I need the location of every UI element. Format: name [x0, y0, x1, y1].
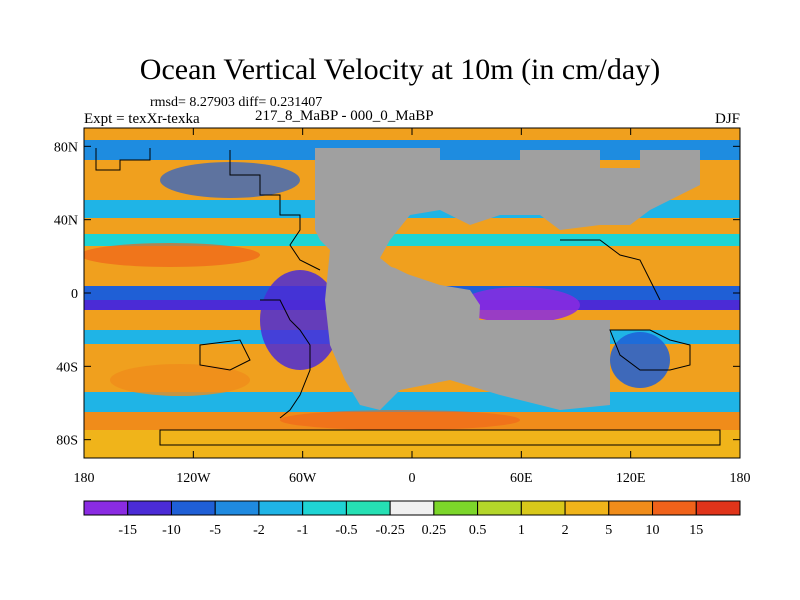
colorbar-swatch	[258, 500, 304, 516]
colorbar-swatch	[477, 500, 522, 516]
lon-tick-label: 120E	[616, 471, 646, 486]
colorbar-label: 2	[562, 523, 569, 538]
colorbar-label: -5	[209, 523, 221, 538]
map-field	[84, 128, 740, 458]
experiment-label: Expt = texXr-texka	[84, 111, 200, 127]
colorbar-swatch	[520, 500, 566, 516]
colorbar: -15 -10 -5 -2 -1 -0.5 -0.25 0.25 0.5 1 2 5 10 15	[83, 500, 741, 538]
stats-label: rmsd= 8.27903 diff= 0.231407	[150, 95, 323, 110]
colorbar-label: 1	[518, 523, 525, 538]
colorbar-label: -15	[118, 523, 137, 538]
lon-tick-label: 180	[730, 471, 751, 486]
lon-tick-label: 60W	[289, 471, 317, 486]
colorbar-swatch	[652, 500, 697, 516]
land-mass	[315, 148, 700, 350]
colorbar-label: 15	[689, 523, 703, 538]
lat-tick-label: 0	[71, 287, 78, 302]
colorbar-swatch	[170, 500, 216, 516]
colorbar-label: 0.5	[469, 523, 487, 538]
lat-axis: 80N 40N 0 40S 80S	[54, 140, 740, 449]
lat-tick-label: 40S	[56, 360, 78, 375]
map-title: Ocean Vertical Velocity at 10m (in cm/da…	[139, 53, 661, 86]
lat-tick-label: 80S	[56, 434, 78, 449]
colorbar-swatch	[83, 500, 129, 516]
lat-tick-label: 80N	[54, 140, 78, 155]
colorbar-label: -2	[253, 523, 265, 538]
colorbar-label: -0.5	[335, 523, 357, 538]
lat-tick-label: 40N	[54, 214, 78, 229]
colorbar-swatch	[345, 500, 391, 516]
colorbar-swatch	[214, 500, 260, 516]
colorbar-swatch	[695, 500, 741, 516]
lon-tick-label: 120W	[176, 471, 211, 486]
colorbar-swatch	[433, 500, 479, 516]
colorbar-label: -10	[162, 523, 181, 538]
colorbar-label: 0.25	[422, 523, 447, 538]
colorbar-label: -1	[297, 523, 309, 538]
lon-tick-label: 60E	[510, 471, 533, 486]
colorbar-label: 10	[646, 523, 660, 538]
lon-tick-label: 0	[409, 471, 416, 486]
colorbar-swatch	[389, 500, 435, 516]
colorbar-label: 5	[605, 523, 612, 538]
season-label: DJF	[714, 111, 740, 127]
land-south-block	[380, 320, 610, 410]
lon-axis: 180 120W 60W 0 60E 120E 180	[74, 128, 751, 486]
comparison-label: 217_8_MaBP - 000_0_MaBP	[255, 108, 434, 124]
colorbar-swatch	[564, 500, 610, 516]
colorbar-swatch	[127, 500, 172, 516]
colorbar-swatch	[302, 500, 347, 516]
lon-tick-label: 180	[74, 471, 95, 486]
colorbar-swatch	[608, 500, 654, 516]
colorbar-label: -0.25	[376, 523, 405, 538]
